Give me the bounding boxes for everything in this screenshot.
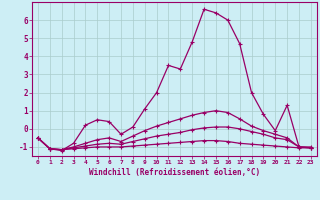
X-axis label: Windchill (Refroidissement éolien,°C): Windchill (Refroidissement éolien,°C) — [89, 168, 260, 177]
